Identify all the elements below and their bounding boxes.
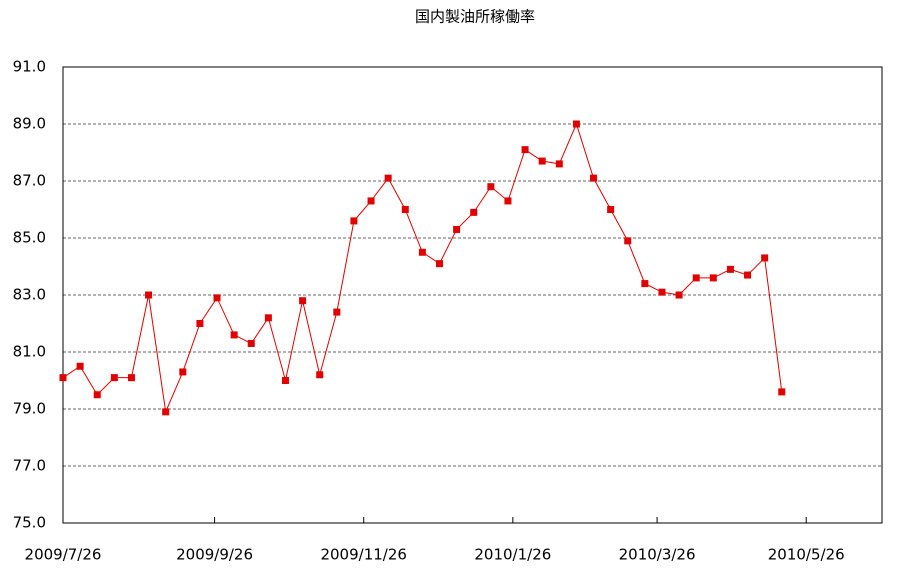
marker xyxy=(607,206,615,213)
marker xyxy=(367,197,375,205)
marker xyxy=(572,120,580,128)
marker xyxy=(521,146,529,154)
marker xyxy=(470,208,478,216)
marker xyxy=(658,288,666,296)
marker xyxy=(590,174,598,182)
marker xyxy=(641,280,649,288)
data-line xyxy=(62,122,783,414)
marker xyxy=(127,374,135,382)
marker xyxy=(76,362,84,370)
marker xyxy=(196,320,204,327)
marker xyxy=(709,274,717,282)
marker xyxy=(453,225,461,233)
x-tick-label: 2009/9/26 xyxy=(176,546,253,564)
marker xyxy=(316,371,324,379)
y-tick-label: 79.0 xyxy=(13,400,46,418)
marker xyxy=(761,254,769,262)
marker xyxy=(281,377,289,384)
y-tick-label: 75.0 xyxy=(13,514,46,532)
marker xyxy=(145,291,153,299)
marker xyxy=(93,391,101,399)
marker xyxy=(110,374,118,382)
marker xyxy=(624,237,632,245)
marker xyxy=(726,265,734,273)
marker xyxy=(59,374,67,382)
y-tick-label: 77.0 xyxy=(13,457,46,475)
x-tick-label: 2009/11/26 xyxy=(320,546,406,564)
marker xyxy=(247,339,255,347)
y-tick-label: 83.0 xyxy=(13,286,46,304)
marker xyxy=(778,388,786,396)
marker xyxy=(555,160,563,168)
y-tick-label: 87.0 xyxy=(13,172,46,190)
marker xyxy=(418,248,426,256)
marker xyxy=(692,274,700,282)
y-tick-label: 91.0 xyxy=(13,58,46,76)
chart-title: 国内製油所稼働率 xyxy=(415,8,535,26)
marker xyxy=(179,368,187,376)
marker xyxy=(299,297,307,305)
x-tick-label: 2010/5/26 xyxy=(768,546,845,564)
marker xyxy=(384,174,392,182)
marker xyxy=(435,260,443,268)
marker xyxy=(504,197,512,205)
marker xyxy=(213,294,221,302)
y-tick-label: 85.0 xyxy=(13,229,46,247)
marker xyxy=(538,157,546,165)
marker xyxy=(333,308,341,316)
marker xyxy=(264,314,272,322)
marker xyxy=(350,217,358,225)
marker xyxy=(230,331,238,339)
marker xyxy=(675,291,683,299)
y-tick-label: 81.0 xyxy=(13,343,46,361)
y-tick-label: 89.0 xyxy=(13,115,46,133)
x-tick-label: 2010/3/26 xyxy=(619,546,696,564)
marker xyxy=(162,408,170,416)
x-tick-label: 2009/7/26 xyxy=(25,546,102,564)
x-tick-label: 2010/1/26 xyxy=(474,546,551,564)
marker xyxy=(487,183,495,191)
marker xyxy=(744,271,752,279)
plot-border xyxy=(62,66,883,524)
marker xyxy=(401,206,409,213)
